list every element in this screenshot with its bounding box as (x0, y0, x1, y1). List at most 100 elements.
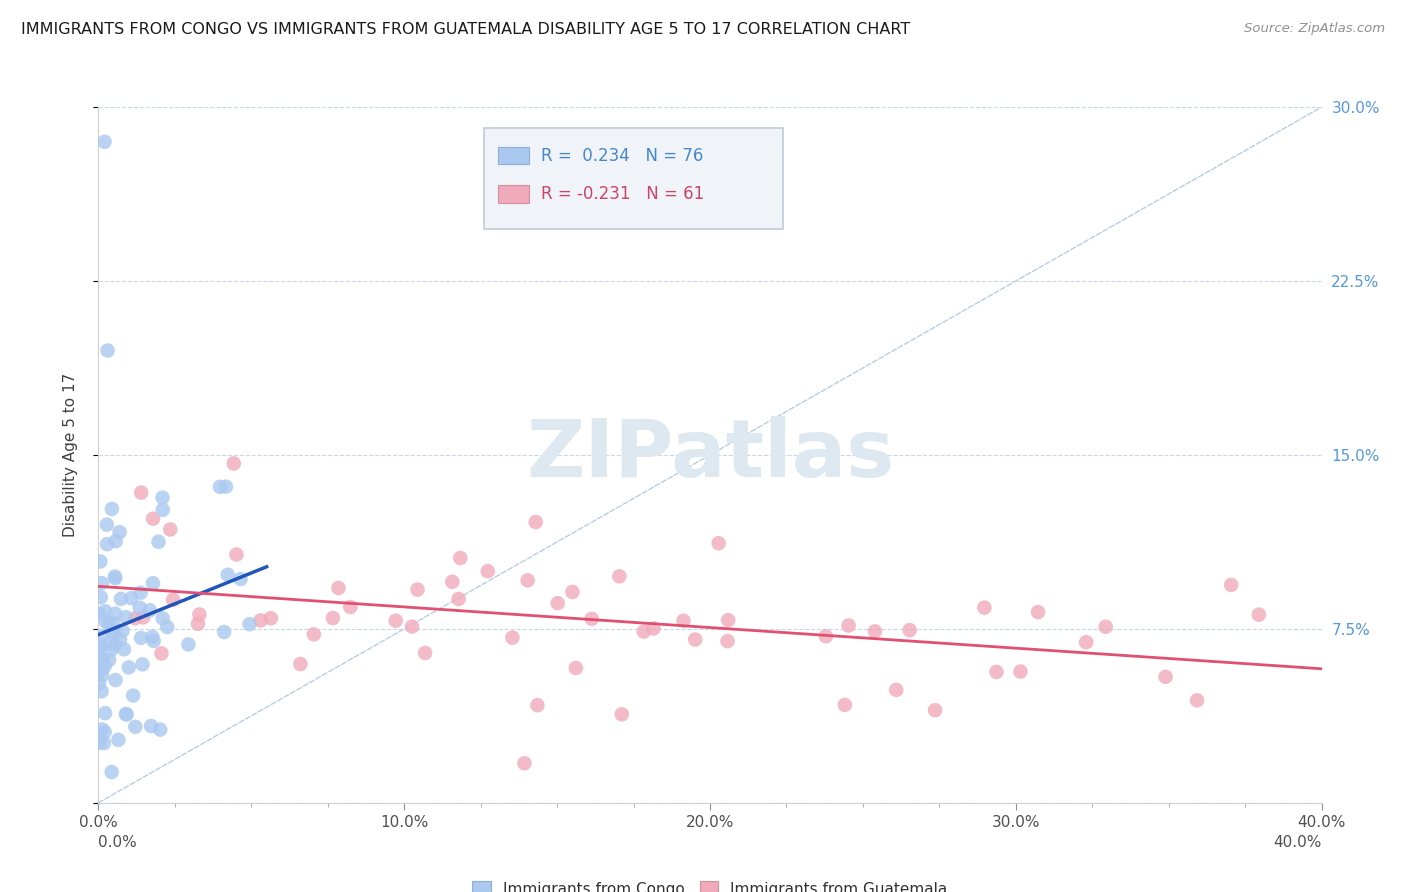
Point (128, 600, 150, 615)
Point (97, 618, 120, 632)
Point (449, 551, 471, 566)
Point (89, 554, 111, 568)
Point (107, 732, 129, 747)
Point (94, 614, 117, 628)
Point (94, 706, 117, 721)
Point (131, 657, 153, 672)
Point (1185, 693, 1208, 707)
Point (93, 736, 115, 750)
Point (139, 719, 162, 733)
Point (441, 574, 464, 589)
Point (217, 567, 239, 582)
Point (94, 604, 117, 618)
Point (112, 642, 135, 657)
Point (1094, 620, 1116, 634)
Point (129, 585, 152, 599)
Point (100, 765, 122, 780)
Point (401, 619, 423, 633)
Point (150, 647, 173, 661)
Point (148, 534, 170, 549)
Point (229, 572, 252, 586)
Point (93, 135, 115, 149)
Point (834, 698, 856, 712)
Point (290, 657, 312, 671)
Point (124, 720, 146, 734)
Point (384, 614, 406, 628)
Point (96, 517, 118, 532)
Point (547, 596, 569, 610)
Point (162, 592, 184, 607)
Point (1247, 607, 1270, 622)
Point (91, 723, 114, 737)
Point (302, 627, 325, 641)
Point (838, 618, 860, 632)
Point (986, 665, 1008, 679)
Point (124, 611, 146, 625)
Point (924, 703, 946, 717)
Point (104, 638, 127, 652)
Point (91, 653, 114, 667)
Point (212, 625, 235, 640)
Point (339, 599, 361, 614)
Point (1026, 605, 1049, 619)
Point (89, 735, 111, 749)
Point (152, 491, 174, 505)
Point (122, 689, 145, 703)
Point (249, 613, 271, 627)
Point (159, 523, 181, 537)
Point (633, 624, 655, 639)
Point (101, 615, 124, 630)
Point (98, 653, 121, 667)
Point (132, 610, 155, 624)
Text: Source: ZipAtlas.com: Source: ZipAtlas.com (1244, 22, 1385, 36)
Point (87, 607, 110, 621)
Text: R =  0.234   N = 76: R = 0.234 N = 76 (541, 147, 703, 165)
Point (814, 629, 837, 643)
Point (225, 548, 247, 562)
Point (513, 756, 536, 771)
Point (406, 582, 429, 597)
Point (717, 613, 740, 627)
Point (1010, 665, 1032, 679)
Point (94, 659, 117, 673)
Point (149, 723, 172, 737)
Point (156, 620, 179, 634)
Point (98, 636, 121, 650)
Point (716, 634, 738, 648)
Point (108, 525, 131, 540)
Point (188, 607, 211, 622)
Point (110, 591, 132, 606)
Text: 40.0%: 40.0% (1274, 836, 1322, 850)
Point (115, 707, 138, 722)
Y-axis label: Disability Age 5 to 17: Disability Age 5 to 17 (63, 373, 77, 537)
Point (90, 639, 112, 653)
Point (129, 631, 152, 645)
Point (101, 624, 124, 639)
Point (104, 569, 127, 583)
Point (328, 581, 350, 595)
FancyBboxPatch shape (484, 128, 783, 229)
Point (115, 706, 138, 721)
Point (142, 576, 165, 591)
Point (524, 515, 547, 529)
Point (898, 623, 921, 637)
Point (87, 676, 110, 690)
Point (322, 611, 344, 625)
Legend: Immigrants from Congo, Immigrants from Guatemala: Immigrants from Congo, Immigrants from G… (467, 875, 953, 892)
Point (260, 611, 283, 625)
Point (97, 343, 120, 358)
Point (142, 511, 165, 525)
Point (93, 725, 115, 739)
Point (89, 640, 111, 654)
Point (501, 631, 523, 645)
Point (108, 632, 131, 647)
Point (114, 610, 136, 624)
Point (222, 457, 245, 471)
Point (413, 646, 436, 660)
Point (561, 585, 583, 599)
Point (90, 630, 112, 644)
Point (91, 668, 114, 682)
Text: 0.0%: 0.0% (98, 836, 138, 850)
Point (100, 643, 122, 657)
Point (177, 637, 200, 651)
